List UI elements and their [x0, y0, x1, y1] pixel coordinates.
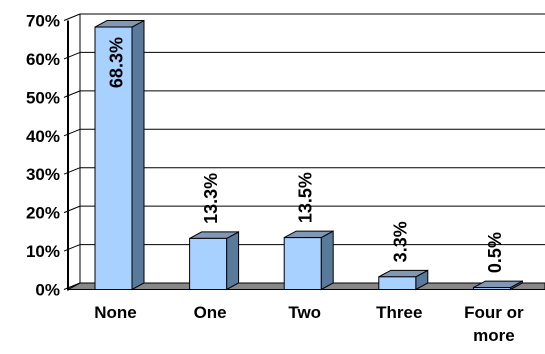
bar: [283, 230, 334, 291]
depth-tick: [63, 167, 81, 175]
depth-tick: [63, 244, 81, 252]
y-tick-labels: 0% 10% 20% 30% 40% 50% 60% 70%: [26, 12, 60, 300]
bar: [472, 280, 523, 291]
category-label: None: [94, 303, 137, 322]
data-label: 13.3%: [201, 173, 221, 224]
category-label: Four or: [464, 303, 524, 322]
y-tick-label: 0%: [35, 281, 60, 300]
category-label: Two: [288, 303, 321, 322]
category-label: Three: [376, 303, 422, 322]
y-tick-label: 10%: [26, 242, 60, 261]
bar-side: [131, 19, 145, 291]
y-tick-label: 40%: [26, 127, 60, 146]
data-label: 3.3%: [390, 221, 410, 262]
depth-tick: [63, 51, 81, 60]
bar-front: [189, 237, 228, 290]
bar-side: [320, 230, 334, 291]
category-label: One: [194, 303, 227, 322]
data-labels: 68.3% 13.3% 13.5% 3.3% 0.5%: [107, 37, 505, 273]
bar-front: [378, 276, 417, 291]
category-label: more: [473, 326, 515, 345]
depth-tick: [63, 128, 81, 137]
bar: [94, 19, 145, 291]
depth-tick: [63, 90, 81, 98]
y-tick-label: 20%: [26, 204, 60, 223]
bar-side: [226, 231, 240, 291]
bar-front: [283, 237, 322, 290]
x-category-labels: None One Two Three Four or more: [94, 303, 524, 345]
depth-tick: [63, 205, 81, 214]
bar: [378, 269, 429, 291]
bar-front: [94, 26, 133, 290]
data-label: 13.5%: [296, 172, 316, 223]
gridlines: [63, 13, 545, 290]
bars: [94, 19, 523, 291]
bar: [189, 231, 240, 291]
y-tick-label: 50%: [26, 88, 60, 107]
bar-front: [472, 287, 511, 291]
depth-tick: [63, 13, 81, 21]
data-label: 68.3%: [107, 37, 127, 88]
y-tick-label: 70%: [26, 12, 60, 31]
data-label: 0.5%: [485, 232, 505, 273]
y-tick-label: 30%: [26, 165, 60, 184]
y-tick-label: 60%: [26, 50, 60, 69]
